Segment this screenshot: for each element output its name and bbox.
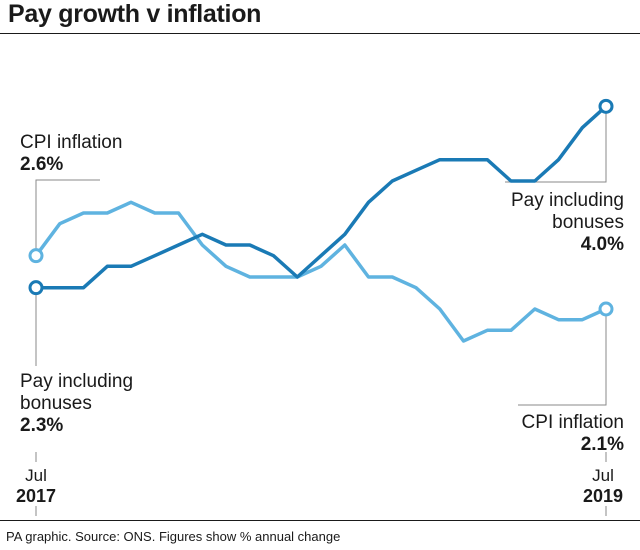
x-end-month: Jul bbox=[592, 466, 614, 485]
pay-end-value: 4.0% bbox=[580, 234, 624, 255]
pay-end-name-line1: Pay including bbox=[510, 190, 624, 211]
cpi-start-label: CPI inflation 2.6% bbox=[20, 132, 122, 176]
pay-end-leader bbox=[505, 106, 607, 183]
x-axis-start-label: Jul 2017 bbox=[16, 465, 56, 507]
title-divider bbox=[0, 33, 640, 34]
series-line-pay bbox=[34, 104, 608, 290]
pay-end-name-line2: bonuses bbox=[552, 212, 624, 233]
source-footer: PA graphic. Source: ONS. Figures show % … bbox=[6, 529, 341, 544]
cpi-end-label: CPI inflation 2.1% bbox=[522, 412, 624, 456]
x-start-month: Jul bbox=[25, 466, 47, 485]
x-start-year: 2017 bbox=[16, 486, 57, 506]
chart-title: Pay growth v inflation bbox=[8, 0, 262, 28]
pay-start-value: 2.3% bbox=[20, 415, 64, 436]
pay-start-name-line2: bonuses bbox=[20, 393, 92, 414]
cpi-point-end bbox=[598, 301, 614, 317]
cpi-end-leader bbox=[518, 309, 607, 406]
pay-point-start bbox=[28, 280, 44, 296]
cpi-start-name: CPI inflation bbox=[20, 132, 123, 153]
pay-end-label: Pay including bonuses 4.0% bbox=[511, 190, 624, 256]
footer-divider bbox=[0, 520, 640, 521]
line-chart bbox=[28, 98, 614, 516]
cpi-start-leader bbox=[35, 179, 100, 256]
cpi-end-name: CPI inflation bbox=[521, 412, 624, 433]
x-axis-end-label: Jul 2019 bbox=[583, 465, 623, 507]
x-end-year: 2019 bbox=[583, 486, 624, 506]
pay-point-end bbox=[598, 98, 614, 114]
cpi-start-value: 2.6% bbox=[20, 154, 64, 175]
pay-start-label: Pay including bonuses 2.3% bbox=[20, 371, 133, 437]
series-line-cpi bbox=[34, 200, 608, 343]
cpi-end-value: 2.1% bbox=[580, 434, 624, 455]
cpi-point-start bbox=[28, 248, 44, 264]
pay-start-name-line1: Pay including bbox=[20, 371, 134, 392]
